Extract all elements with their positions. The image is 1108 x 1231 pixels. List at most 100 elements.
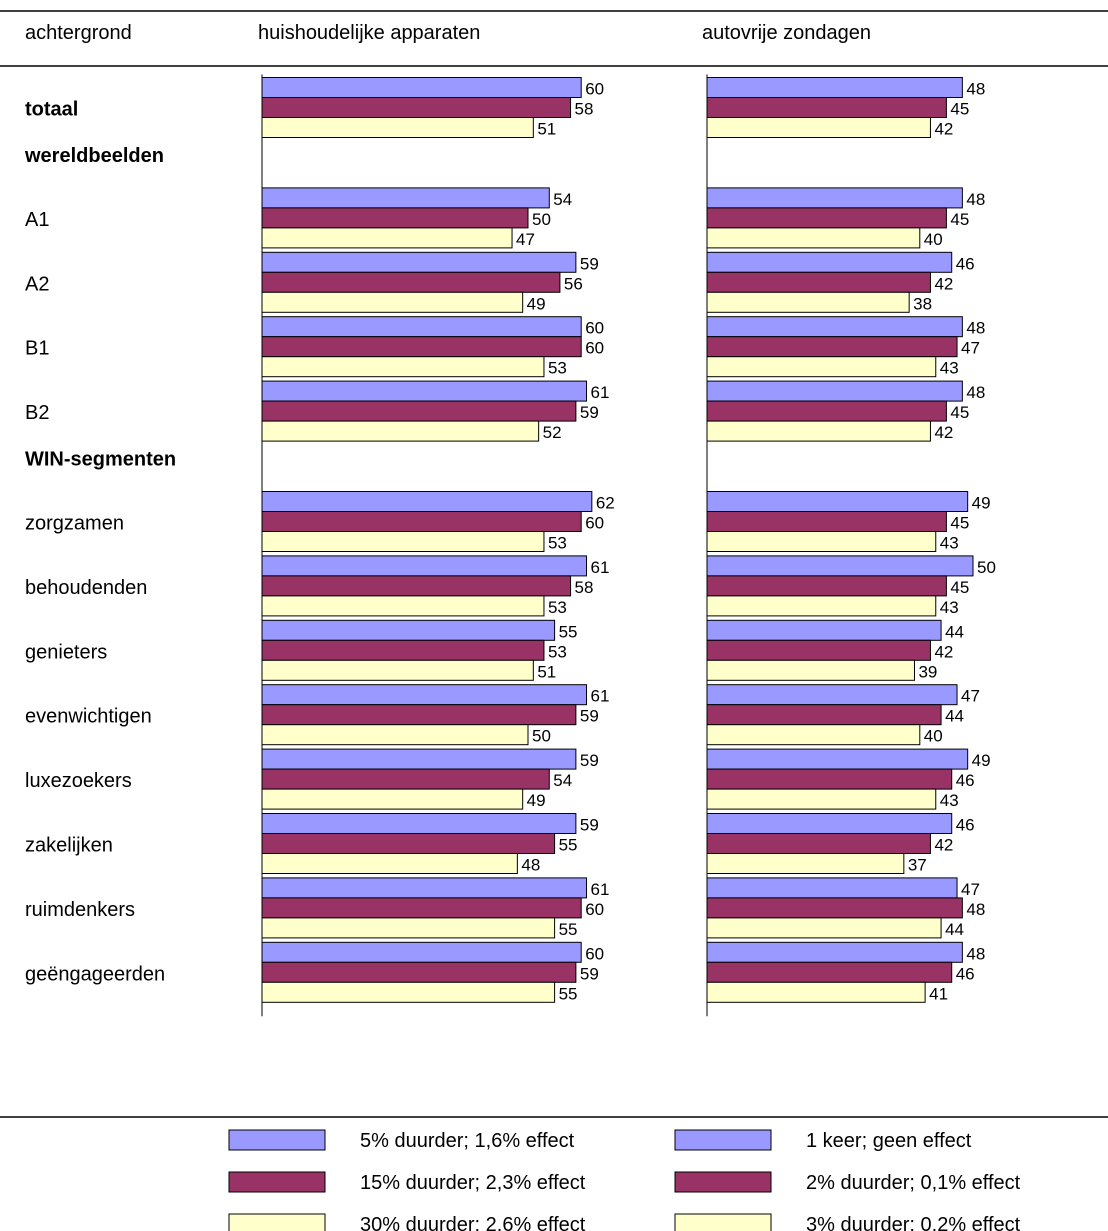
data-label-huishoudelijke-apparaten-behoudenden-s2: 58 [575,578,594,597]
legend-swatch-15-duurder-2-3-effect [228,1171,326,1193]
data-label-huishoudelijke-apparaten-behoudenden-s3: 53 [548,598,567,617]
data-label-huishoudelijke-apparaten-evenwichtigen-s1: 61 [591,687,610,706]
bar-autovrije-zondagen-ruimdenkers-s2 [706,897,963,919]
bar-huishoudelijke-apparaten-genieters-s2 [261,639,545,661]
bar-huishoudelijke-apparaten-geengageerden-s2 [261,961,577,983]
bar-autovrije-zondagen-a1-s3 [706,227,921,249]
data-label-huishoudelijke-apparaten-ruimdenkers-s3: 55 [559,920,578,939]
bar-autovrije-zondagen-geengageerden-s3 [706,981,926,1003]
data-label-huishoudelijke-apparaten-geengageerden-s3: 55 [559,984,578,1003]
bar-huishoudelijke-apparaten-totaal-s2 [261,97,572,118]
data-label-autovrije-zondagen-a2-s3: 38 [913,294,932,313]
bar-huishoudelijke-apparaten-zakelijken-s2 [261,833,556,854]
data-label-huishoudelijke-apparaten-zakelijken-s2: 55 [559,836,578,855]
legend-label-3-duurder-0-2-effect: 3% duurder; 0,2% effect [806,1214,1021,1231]
data-label-huishoudelijke-apparaten-geengageerden-s1: 60 [585,944,604,963]
bar-huishoudelijke-apparaten-b2-s3 [261,420,540,442]
data-label-autovrije-zondagen-totaal-s1: 48 [966,80,985,99]
bar-huishoudelijke-apparaten-genieters-s1 [261,619,556,641]
panel-title-huishoudelijke-apparaten: huishoudelijke apparaten [258,22,480,44]
legend-swatch-3-duurder-0-2-effect [674,1213,772,1231]
bar-autovrije-zondagen-zorgzamen-s1 [706,491,969,512]
bar-autovrije-zondagen-zakelijken-s1 [706,813,953,834]
bar-autovrije-zondagen-a2-s1 [706,251,953,273]
data-label-huishoudelijke-apparaten-ruimdenkers-s2: 60 [585,900,604,919]
bar-huishoudelijke-apparaten-behoudenden-s2 [261,575,572,597]
bar-autovrije-zondagen-ruimdenkers-s1 [706,877,958,899]
bar-autovrije-zondagen-zakelijken-s3 [706,853,905,874]
row-label-geengageerden: geëngageerden [25,963,165,985]
data-label-huishoudelijke-apparaten-a1-s2: 50 [532,210,551,229]
data-label-huishoudelijke-apparaten-b2-s1: 61 [591,383,610,402]
bar-huishoudelijke-apparaten-luxezoekers-s1 [261,748,577,770]
bar-huishoudelijke-apparaten-evenwichtigen-s2 [261,704,577,726]
bar-huishoudelijke-apparaten-evenwichtigen-s3 [261,724,529,746]
legend-swatch-5-duurder-1-6-effect [228,1129,326,1151]
data-label-autovrije-zondagen-geengageerden-s3: 41 [929,984,948,1003]
bar-huishoudelijke-apparaten-ruimdenkers-s3 [261,917,556,939]
bar-autovrije-zondagen-zorgzamen-s3 [706,531,937,552]
bar-huishoudelijke-apparaten-b1-s1 [261,316,582,338]
bar-autovrije-zondagen-behoudenden-s3 [706,595,937,617]
header-row-label: achtergrond [25,22,132,44]
data-label-huishoudelijke-apparaten-a1-s3: 47 [516,230,535,249]
data-label-autovrije-zondagen-zorgzamen-s1: 49 [972,494,991,513]
data-label-autovrije-zondagen-evenwichtigen-s1: 47 [961,687,980,706]
data-label-huishoudelijke-apparaten-zakelijken-s3: 48 [521,856,540,875]
data-label-autovrije-zondagen-geengageerden-s1: 48 [966,944,985,963]
data-label-autovrije-zondagen-a1-s2: 45 [950,210,969,229]
data-label-huishoudelijke-apparaten-totaal-s3: 51 [537,120,556,139]
bar-autovrije-zondagen-totaal-s3 [706,117,931,138]
data-label-autovrije-zondagen-b1-s2: 47 [961,339,980,358]
row-label-luxezoekers: luxezoekers [25,770,132,792]
bar-autovrije-zondagen-totaal-s1 [706,77,963,98]
row-label-ruimdenkers: ruimdenkers [25,899,135,921]
row-label-b1: B1 [25,338,49,360]
data-label-autovrije-zondagen-b2-s3: 42 [934,423,953,442]
bar-autovrije-zondagen-ruimdenkers-s3 [706,917,942,939]
bar-huishoudelijke-apparaten-a1-s3 [261,227,513,249]
data-label-autovrije-zondagen-zorgzamen-s3: 43 [940,534,959,553]
data-label-huishoudelijke-apparaten-luxezoekers-s1: 59 [580,751,599,770]
data-label-huishoudelijke-apparaten-a2-s1: 59 [580,254,599,273]
panel-title-autovrije-zondagen: autovrije zondagen [702,22,871,44]
bar-huishoudelijke-apparaten-luxezoekers-s3 [261,788,524,810]
bar-huishoudelijke-apparaten-zorgzamen-s2 [261,511,582,532]
bar-huishoudelijke-apparaten-b1-s3 [261,356,545,378]
bar-huishoudelijke-apparaten-evenwichtigen-s1 [261,684,588,706]
row-labels: totaal wereldbeelden A1 A2 B1 B2 WIN-segmenten… [24,99,176,986]
bar-huishoudelijke-apparaten-totaal-s1 [261,77,582,98]
bar-huishoudelijke-apparaten-behoudenden-s1 [261,555,588,577]
data-label-huishoudelijke-apparaten-b2-s2: 59 [580,403,599,422]
data-label-autovrije-zondagen-behoudenden-s1: 50 [977,558,996,577]
bar-huishoudelijke-apparaten-b1-s2 [261,336,582,358]
data-label-autovrije-zondagen-genieters-s1: 44 [945,622,964,641]
bar-huishoudelijke-apparaten-a2-s3 [261,291,524,313]
data-label-huishoudelijke-apparaten-evenwichtigen-s2: 59 [580,707,599,726]
data-label-huishoudelijke-apparaten-zakelijken-s1: 59 [580,816,599,835]
bar-huishoudelijke-apparaten-behoudenden-s3 [261,595,545,617]
bar-autovrije-zondagen-a1-s2 [706,207,947,229]
data-label-autovrije-zondagen-evenwichtigen-s2: 44 [945,707,964,726]
data-label-huishoudelijke-apparaten-b2-s3: 52 [543,423,562,442]
data-label-huishoudelijke-apparaten-totaal-s1: 60 [585,80,604,99]
bar-huishoudelijke-apparaten-ruimdenkers-s2 [261,897,582,919]
legend-label-1-keer-geen-effect: 1 keer; geen effect [806,1130,972,1152]
data-label-autovrije-zondagen-ruimdenkers-s2: 48 [966,900,985,919]
bar-huishoudelijke-apparaten-ruimdenkers-s1 [261,877,588,899]
bar-huishoudelijke-apparaten-zakelijken-s3 [261,853,518,874]
row-label-genieters: genieters [25,641,107,663]
bar-autovrije-zondagen-genieters-s1 [706,619,942,641]
data-label-autovrije-zondagen-zakelijken-s1: 46 [956,816,975,835]
bar-autovrije-zondagen-b2-s3 [706,420,931,442]
row-label-zakelijken: zakelijken [25,835,113,857]
data-label-autovrije-zondagen-a1-s3: 40 [924,230,943,249]
bar-autovrije-zondagen-b2-s2 [706,400,947,422]
data-label-autovrije-zondagen-b2-s2: 45 [950,403,969,422]
data-label-huishoudelijke-apparaten-zorgzamen-s3: 53 [548,534,567,553]
bar-huishoudelijke-apparaten-geengageerden-s3 [261,981,556,1003]
data-label-huishoudelijke-apparaten-a2-s2: 56 [564,274,583,293]
data-label-autovrije-zondagen-zorgzamen-s2: 45 [950,514,969,533]
bar-autovrije-zondagen-zorgzamen-s2 [706,511,947,532]
bar-autovrije-zondagen-genieters-s2 [706,639,931,661]
